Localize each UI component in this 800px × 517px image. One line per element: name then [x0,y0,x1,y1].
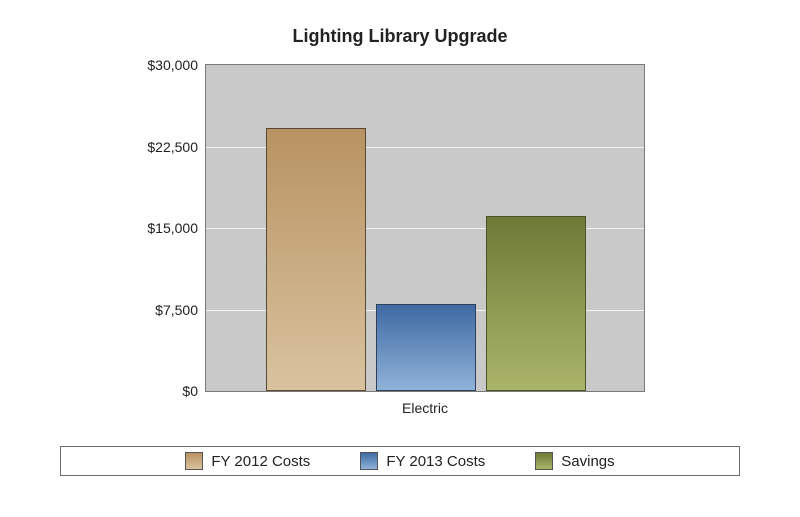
legend-swatch-icon [185,452,203,470]
bar-fy2013-costs [376,304,476,391]
chart-title: Lighting Library Upgrade [0,26,800,47]
legend-swatch-icon [535,452,553,470]
legend-label: Savings [561,453,614,470]
chart-container: Lighting Library Upgrade $30,000 $22,500… [0,0,800,517]
bar-fy2012-costs [266,128,366,391]
legend-item: Savings [535,452,614,470]
legend-label: FY 2012 Costs [211,453,310,470]
legend-label: FY 2013 Costs [386,453,485,470]
x-category-label: Electric [205,400,645,416]
legend: FY 2012 Costs FY 2013 Costs Savings [60,446,740,476]
legend-swatch-icon [360,452,378,470]
y-tick-label: $7,500 [128,302,198,318]
legend-item: FY 2012 Costs [185,452,310,470]
legend-item: FY 2013 Costs [360,452,485,470]
bar-savings [486,216,586,391]
y-tick-label: $0 [128,383,198,399]
y-tick-label: $15,000 [128,220,198,236]
y-tick-label: $22,500 [128,139,198,155]
plot-area [205,64,645,392]
y-tick-label: $30,000 [128,57,198,73]
